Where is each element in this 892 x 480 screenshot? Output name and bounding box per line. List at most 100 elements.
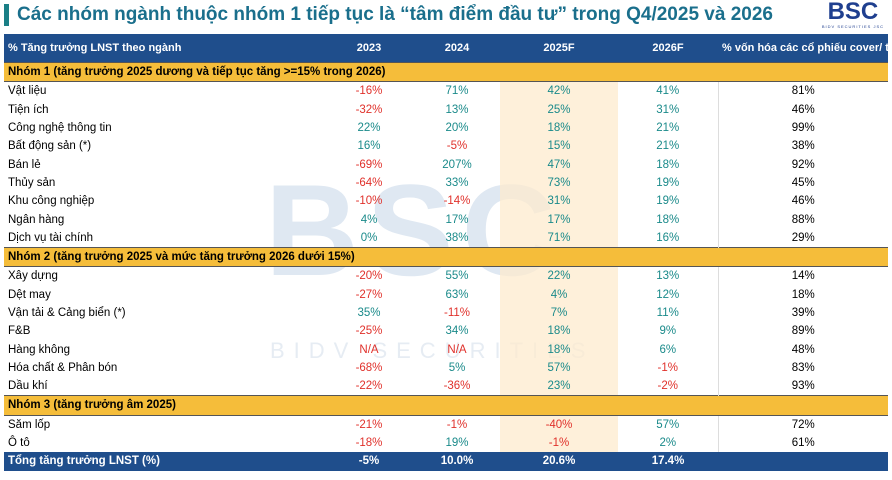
cell-value: -1% bbox=[500, 433, 618, 453]
cell-value: 38% bbox=[445, 231, 469, 244]
logo-text: BSC bbox=[827, 0, 879, 25]
cell-value: -64% bbox=[355, 176, 383, 189]
cell-value: 17% bbox=[500, 210, 618, 229]
group-label: Nhóm 1 (tăng trưởng 2025 dương và tiếp t… bbox=[4, 61, 888, 83]
cell-value: -20% bbox=[355, 270, 383, 283]
sector-name: Vật liệu bbox=[8, 85, 47, 98]
cell-value: 99% bbox=[717, 118, 888, 138]
cell-value: -36% bbox=[443, 380, 471, 393]
total-value: 17.4% bbox=[618, 452, 718, 471]
sector-name: Dịch vụ tài chính bbox=[8, 231, 94, 244]
sector-name: Công nghệ thông tin bbox=[8, 122, 112, 135]
cell-value: 47% bbox=[500, 155, 618, 174]
data-row: Hóa chất & Phân bón -68% 5% 57% -1% 83% bbox=[4, 358, 888, 378]
data-row: Dịch vụ tài chính 0% 38% 71% 16% 29% bbox=[4, 228, 888, 248]
total-row: Tổng tăng trưởng LNST (%) -5% 10.0% 20.6% 17… bbox=[4, 452, 888, 471]
cell-value: -11% bbox=[444, 307, 470, 319]
cell-value: 14% bbox=[717, 266, 888, 286]
cell-value: 15% bbox=[500, 137, 618, 156]
data-row: Dệt may -27% 63% 4% 12% 18% bbox=[4, 285, 888, 304]
cell-value: 7% bbox=[500, 303, 618, 323]
cell-value: 22% bbox=[500, 266, 618, 286]
cell-value: 19% bbox=[656, 195, 680, 208]
cell-value: 16% bbox=[357, 140, 381, 153]
data-row: Hàng không N/A N/A 18% 6% 48% bbox=[4, 340, 888, 359]
cell-value: 29% bbox=[717, 228, 888, 248]
sector-name: Hóa chất & Phân bón bbox=[8, 361, 118, 374]
cell-value: -69% bbox=[355, 158, 383, 171]
data-row: Săm lốp -21% -1% -40% 57% 72% bbox=[4, 415, 888, 434]
cell-value: -21% bbox=[355, 418, 383, 431]
cell-value: 18% bbox=[500, 118, 618, 138]
data-row: Ngân hàng 4% 17% 17% 18% 88% bbox=[4, 210, 888, 229]
cell-value: 34% bbox=[445, 325, 469, 338]
cell-value: -14% bbox=[443, 195, 471, 208]
cell-value: -22% bbox=[355, 380, 383, 393]
cell-value: 4% bbox=[500, 285, 618, 304]
cell-value: -2% bbox=[657, 380, 678, 393]
cell-value: 33% bbox=[445, 176, 469, 189]
cell-value: 5% bbox=[448, 361, 466, 374]
cell-value: -10% bbox=[355, 195, 383, 208]
sector-name: Dầu khí bbox=[8, 380, 48, 393]
cell-value: 71% bbox=[500, 228, 618, 248]
data-row: Ô tô -18% 19% -1% 2% 61% bbox=[4, 433, 888, 453]
cell-value: 21% bbox=[656, 140, 680, 153]
cell-value: N/A bbox=[447, 343, 467, 356]
cell-value: 20% bbox=[445, 122, 469, 135]
cell-value: -68% bbox=[355, 361, 383, 374]
cell-value: 46% bbox=[717, 192, 888, 211]
group-label: Nhóm 3 (tăng trưởng âm 2025) bbox=[4, 395, 888, 416]
cell-value: 31% bbox=[656, 103, 680, 116]
data-row: Dầu khí -22% -36% 23% -2% 93% bbox=[4, 377, 888, 396]
cell-value: 39% bbox=[717, 303, 888, 323]
data-row: Công nghệ thông tin 22% 20% 18% 21% 99% bbox=[4, 118, 888, 138]
cell-value: 11% bbox=[656, 307, 679, 319]
cell-value: 9% bbox=[659, 325, 677, 338]
column-header: 2025F bbox=[500, 34, 618, 63]
header-row: % Tăng trưởng LNST theo ngành 2023 2024 202… bbox=[4, 34, 888, 63]
sector-name: Ngân hàng bbox=[8, 213, 65, 226]
cell-value: 42% bbox=[500, 81, 618, 101]
sector-name: Hàng không bbox=[8, 343, 71, 356]
data-row: Vật liệu -16% 71% 42% 41% 81% bbox=[4, 81, 888, 101]
cell-value: 19% bbox=[656, 176, 680, 189]
group-row: Nhóm 1 (tăng trưởng 2025 dương và tiếp t… bbox=[4, 61, 888, 83]
cell-value: 2% bbox=[659, 437, 677, 450]
cell-value: 207% bbox=[442, 158, 472, 171]
sector-name: Vận tải & Cảng biển (*) bbox=[8, 307, 126, 319]
group-label: Nhóm 2 (tăng trưởng 2025 và mức tăng trư… bbox=[4, 246, 888, 268]
growth-table: % Tăng trưởng LNST theo ngành 2023 2024 202… bbox=[4, 34, 888, 471]
cell-value: 93% bbox=[717, 377, 888, 396]
cell-value: -25% bbox=[355, 325, 383, 338]
cell-value: 46% bbox=[717, 100, 888, 119]
cell-value: 21% bbox=[656, 122, 680, 135]
cell-value: 17% bbox=[445, 213, 469, 226]
sector-name: Bán lẻ bbox=[8, 158, 41, 171]
cell-value: 25% bbox=[500, 100, 618, 119]
cell-value: 55% bbox=[445, 270, 469, 283]
sector-name: Ô tô bbox=[8, 437, 30, 450]
cell-value: 6% bbox=[659, 343, 677, 356]
cell-value: 41% bbox=[656, 85, 680, 98]
total-value: -5% bbox=[324, 452, 414, 471]
cell-value: -5% bbox=[446, 140, 468, 153]
sector-name: Xây dựng bbox=[8, 270, 58, 283]
data-row: Vận tải & Cảng biển (*) 35% -11% 7% 11% 39% bbox=[4, 303, 888, 323]
cell-value: 12% bbox=[656, 288, 680, 301]
cell-value: 18% bbox=[656, 158, 680, 171]
cell-value: 38% bbox=[717, 137, 888, 156]
cell-value: 31% bbox=[500, 192, 618, 211]
cell-value: 72% bbox=[717, 415, 888, 434]
sector-name: Tiện ích bbox=[8, 103, 49, 116]
data-row: Khu công nghiệp -10% -14% 31% 19% 46% bbox=[4, 192, 888, 211]
cell-value: 92% bbox=[717, 155, 888, 174]
sector-name: Khu công nghiệp bbox=[8, 195, 95, 208]
cell-value: 18% bbox=[500, 322, 618, 341]
cell-value: 13% bbox=[656, 270, 680, 283]
cell-value: -1% bbox=[446, 418, 468, 431]
cell-value: 83% bbox=[717, 358, 888, 378]
cell-value: 71% bbox=[445, 85, 469, 98]
cell-value: 13% bbox=[445, 103, 469, 116]
